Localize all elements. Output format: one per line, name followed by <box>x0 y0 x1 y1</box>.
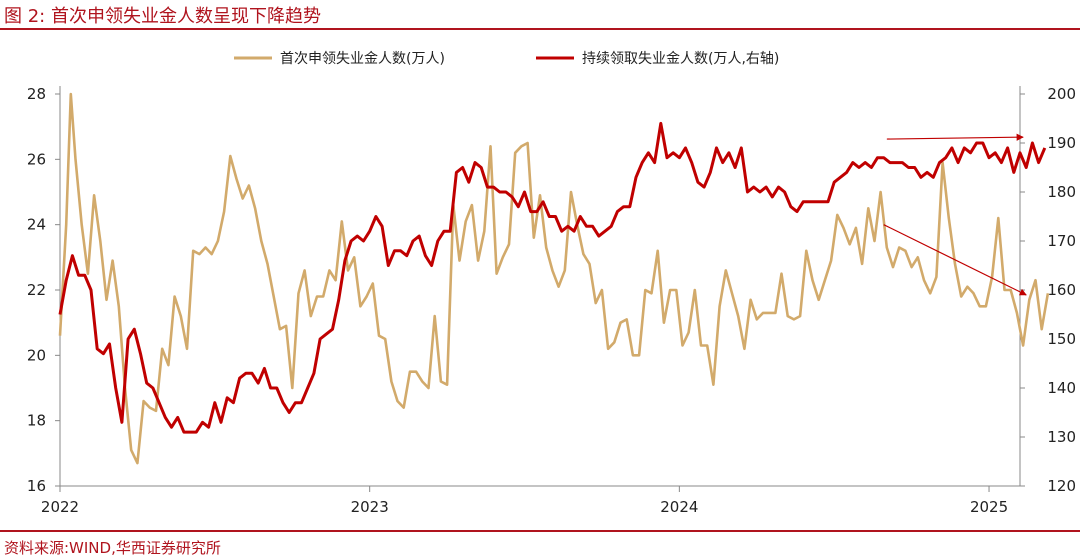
trend-arrow <box>883 224 1027 296</box>
left-tick-label: 18 <box>27 412 46 430</box>
x-tick-label: 2024 <box>660 498 698 516</box>
right-tick-label: 150 <box>1047 330 1076 348</box>
right-tick-label: 160 <box>1047 281 1076 299</box>
right-tick-label: 190 <box>1047 134 1076 152</box>
legend-label-initial: 首次申领失业金人数(万人) <box>280 51 445 67</box>
left-tick-label: 24 <box>27 216 46 234</box>
right-tick-label: 170 <box>1047 232 1076 250</box>
right-tick-label: 140 <box>1047 379 1076 397</box>
legend-label-continuing: 持续领取失业金人数(万人,右轴) <box>582 50 779 67</box>
left-tick-label: 28 <box>27 85 46 103</box>
left-tick-label: 16 <box>27 477 46 495</box>
footer-rule <box>0 530 1080 532</box>
right-tick-label: 130 <box>1047 428 1076 446</box>
continuing-claims-line <box>58 121 1047 434</box>
source-note: 资料来源:WIND,华西证券研究所 <box>4 539 221 557</box>
x-tick-label: 2023 <box>351 498 389 516</box>
title-rule <box>0 28 1080 30</box>
initial-claims-line <box>58 92 1050 465</box>
left-tick-label: 26 <box>27 150 46 168</box>
trend-arrow <box>886 133 1024 141</box>
right-tick-label: 120 <box>1047 477 1076 495</box>
chart-title: 图 2: 首次申领失业金人数呈现下降趋势 <box>4 6 321 27</box>
right-tick-label: 180 <box>1047 183 1076 201</box>
left-tick-label: 20 <box>27 346 46 364</box>
left-tick-label: 22 <box>27 281 46 299</box>
x-tick-label: 2025 <box>970 498 1008 516</box>
right-tick-label: 200 <box>1047 85 1076 103</box>
x-tick-label: 2022 <box>41 498 79 516</box>
